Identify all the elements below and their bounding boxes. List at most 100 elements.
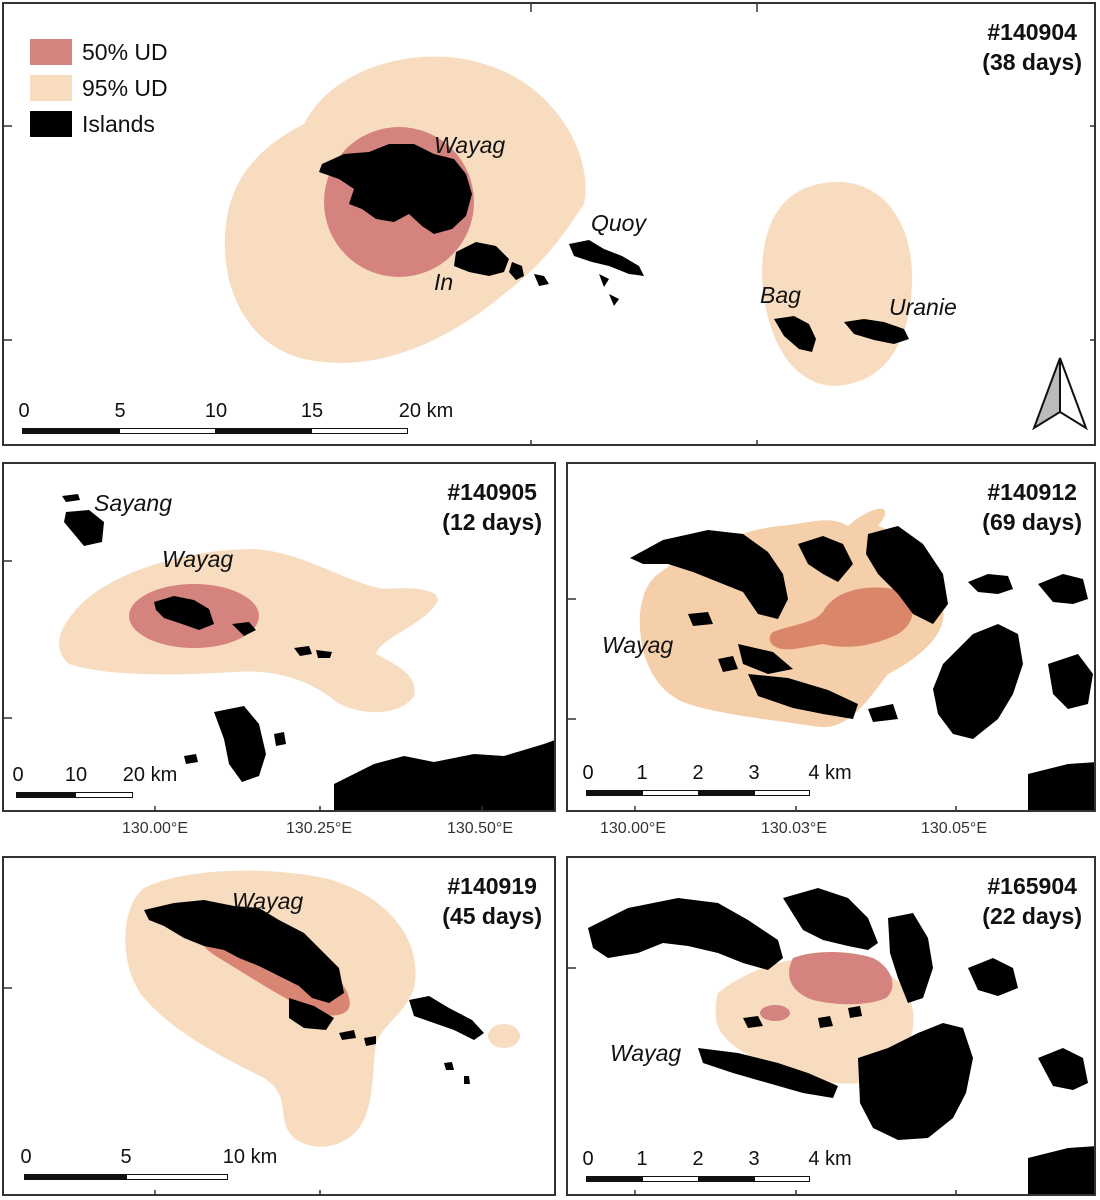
lon-tick-label: 130.50°E — [446, 820, 514, 837]
legend-label: Islands — [82, 110, 155, 137]
lon-tick-label: 130.00°E — [121, 820, 189, 837]
legend-item-islands: Islands — [30, 106, 168, 142]
map-canvas — [4, 4, 1094, 444]
map-ticks — [568, 598, 957, 810]
legend-swatch — [30, 75, 72, 101]
tag-id: #140904 — [987, 19, 1077, 45]
place-label-wayag: Wayag — [434, 132, 506, 158]
place-label-wayag: Wayag — [602, 632, 674, 658]
islands — [588, 888, 1094, 1194]
scale-bar: 0 5 10 km — [20, 1146, 304, 1186]
scale-label: 10 km — [222, 1146, 278, 1168]
scale-segment — [22, 428, 120, 434]
ud50-area — [769, 587, 913, 650]
scale-segment — [698, 790, 755, 796]
islands — [144, 900, 484, 1084]
legend-label: 95% UD — [82, 74, 168, 101]
place-label-sayang: Sayang — [94, 490, 173, 516]
tag-days: (69 days) — [982, 508, 1082, 535]
scale-label: 0 — [20, 1146, 32, 1168]
scale-segment — [642, 1176, 699, 1182]
map-ticks — [4, 4, 1094, 444]
tag-id: #140919 — [447, 873, 537, 899]
scale-label: 4 km — [808, 1148, 852, 1170]
scale-segment — [754, 1176, 810, 1182]
map-canvas — [4, 494, 554, 810]
scale-label: 2 — [692, 1148, 704, 1170]
scale-label: 5 — [114, 400, 126, 422]
legend-item-95ud: 95% UD — [30, 70, 168, 106]
panel-title: #140919 (45 days) — [442, 872, 542, 932]
tag-days: (22 days) — [982, 902, 1082, 929]
ud50-area — [789, 952, 893, 1005]
scale-bar: 0 10 20 km — [12, 764, 178, 804]
panel-title: #165904 (22 days) — [982, 872, 1082, 932]
scale-label: 2 — [692, 762, 704, 784]
scale-segment — [642, 790, 699, 796]
lon-tick-label: 130.00°E — [599, 820, 667, 837]
scale-label: 1 — [636, 762, 648, 784]
scale-segment — [119, 428, 216, 434]
scale-segment — [586, 1176, 643, 1182]
scale-bar: 0 1 2 3 4 km — [582, 1148, 886, 1188]
scale-label: 3 — [748, 1148, 760, 1170]
ud95-area-small — [488, 1024, 520, 1048]
place-label-uranie: Uranie — [889, 294, 957, 320]
scale-label: 0 — [582, 1148, 594, 1170]
scale-segment — [754, 790, 810, 796]
map-canvas — [4, 870, 520, 1194]
scale-label: 10 — [204, 400, 228, 422]
panel-title: #140905 (12 days) — [442, 478, 542, 538]
scale-label: 1 — [636, 1148, 648, 1170]
scale-label: 0 — [18, 400, 30, 422]
legend-label: 50% UD — [82, 38, 168, 65]
scale-label: 3 — [748, 762, 760, 784]
legend: 50% UD 95% UD Islands — [30, 34, 168, 142]
lon-tick-label: 130.25°E — [285, 820, 353, 837]
ud50-area-small — [760, 1005, 790, 1021]
north-arrow-icon — [1032, 357, 1088, 431]
tag-id: #140912 — [987, 479, 1077, 505]
scale-bar: 0 1 2 3 4 km — [582, 762, 886, 802]
map-canvas — [568, 888, 1094, 1194]
map-ticks — [4, 560, 483, 810]
scale-label: 5 — [120, 1146, 132, 1168]
legend-item-50ud: 50% UD — [30, 34, 168, 70]
map-panel-140905: #140905 (12 days) Sayang Wayag 0 10 20 k… — [2, 462, 556, 812]
lon-tick-label: 130.03°E — [760, 820, 828, 837]
legend-swatch — [30, 39, 72, 65]
scale-segment — [311, 428, 408, 434]
map-canvas — [568, 508, 1094, 810]
scale-segment — [698, 1176, 755, 1182]
map-panel-140919: #140919 (45 days) Wayag 0 5 10 km — [2, 856, 556, 1196]
map-panel-140912: #140912 (69 days) Wayag 0 1 2 3 4 km — [566, 462, 1096, 812]
map-panel-165904: #165904 (22 days) Wayag 0 1 2 3 4 km — [566, 856, 1096, 1196]
scale-label: 20 km — [398, 400, 454, 422]
panel-title: #140904 (38 days) — [982, 18, 1082, 78]
tag-days: (38 days) — [982, 48, 1082, 75]
scale-segment — [75, 792, 133, 798]
tag-days: (45 days) — [442, 902, 542, 929]
scale-label: 20 km — [122, 764, 178, 786]
islands — [319, 144, 909, 352]
scale-label: 0 — [12, 764, 24, 786]
place-label-wayag: Wayag — [162, 546, 234, 572]
legend-swatch — [30, 111, 72, 137]
tag-id: #165904 — [987, 873, 1077, 899]
place-label-bag: Bag — [760, 282, 801, 308]
islands — [630, 526, 1094, 810]
map-panel-140904: 50% UD 95% UD Islands #140904 (38 days) … — [2, 2, 1096, 446]
scale-segment — [24, 1174, 127, 1180]
scale-segment — [586, 790, 643, 796]
scale-label: 15 — [300, 400, 324, 422]
place-label-wayag: Wayag — [610, 1040, 682, 1066]
scale-label: 10 — [64, 764, 88, 786]
panel-title: #140912 (69 days) — [982, 478, 1082, 538]
tag-id: #140905 — [447, 479, 537, 505]
scale-label: 0 — [582, 762, 594, 784]
map-ticks — [568, 967, 957, 1194]
place-label-quoy: Quoy — [591, 210, 646, 236]
islands — [62, 494, 554, 810]
scale-segment — [126, 1174, 228, 1180]
scale-segment — [215, 428, 312, 434]
